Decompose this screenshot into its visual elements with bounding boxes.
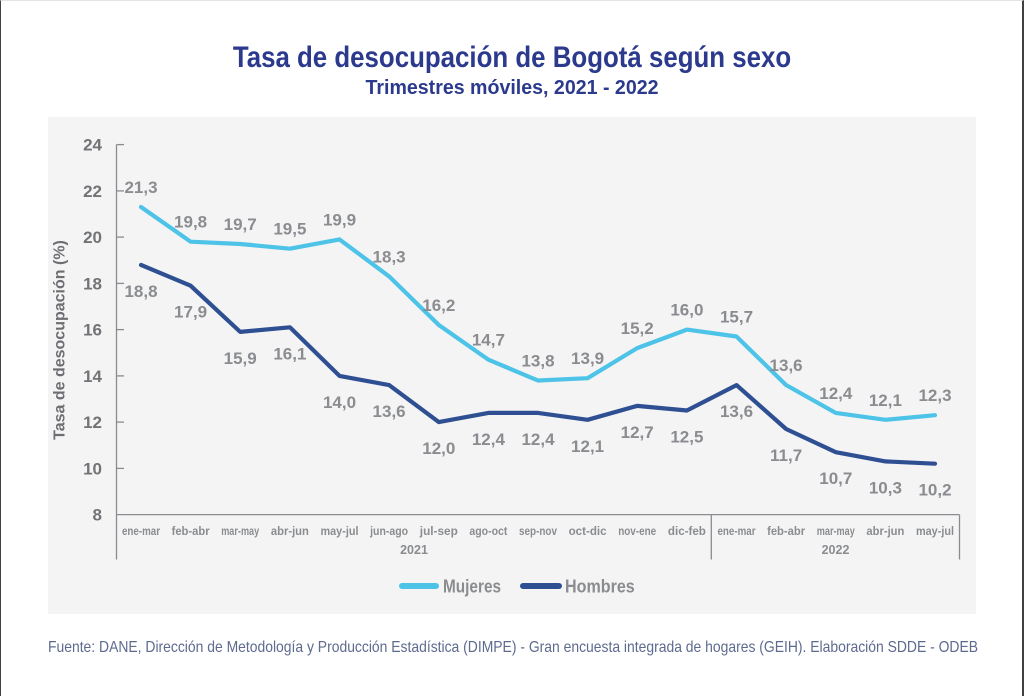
- svg-text:16,2: 16,2: [422, 296, 455, 315]
- svg-text:14,7: 14,7: [472, 331, 505, 350]
- svg-text:12,5: 12,5: [670, 428, 703, 447]
- svg-text:may-jul: may-jul: [916, 526, 954, 538]
- svg-text:12,1: 12,1: [869, 391, 902, 410]
- svg-text:12,3: 12,3: [918, 386, 951, 405]
- svg-text:18,8: 18,8: [124, 282, 157, 301]
- svg-text:12,1: 12,1: [571, 437, 604, 456]
- svg-text:20: 20: [83, 228, 102, 247]
- svg-text:16,1: 16,1: [273, 344, 306, 363]
- svg-text:17,9: 17,9: [174, 303, 207, 322]
- svg-text:2021: 2021: [400, 543, 428, 557]
- svg-text:12,4: 12,4: [521, 430, 555, 449]
- svg-text:22: 22: [83, 182, 102, 201]
- svg-text:feb-abr: feb-abr: [767, 526, 806, 538]
- svg-text:21,3: 21,3: [124, 178, 157, 197]
- svg-text:16: 16: [83, 321, 102, 340]
- svg-text:jun-ago: jun-ago: [369, 526, 408, 538]
- svg-text:18: 18: [83, 274, 102, 293]
- svg-text:mar-may: mar-may: [221, 526, 259, 538]
- svg-text:may-jul: may-jul: [321, 526, 359, 538]
- svg-text:19,5: 19,5: [273, 220, 306, 239]
- svg-text:abr-jun: abr-jun: [866, 526, 904, 538]
- svg-text:jul-sep: jul-sep: [419, 526, 458, 538]
- svg-text:16,0: 16,0: [670, 301, 703, 320]
- svg-text:12,7: 12,7: [621, 423, 654, 442]
- svg-text:15,7: 15,7: [720, 308, 753, 327]
- svg-text:Trimestres móviles, 2021 - 202: Trimestres móviles, 2021 - 2022: [365, 77, 658, 99]
- svg-text:12: 12: [83, 413, 102, 432]
- svg-text:abr-jun: abr-jun: [271, 526, 309, 538]
- svg-text:feb-abr: feb-abr: [172, 526, 211, 538]
- svg-text:19,8: 19,8: [174, 213, 207, 232]
- svg-text:8: 8: [93, 506, 102, 525]
- svg-text:ene-mar: ene-mar: [718, 526, 756, 538]
- svg-text:nov-ene: nov-ene: [618, 526, 656, 538]
- svg-text:13,8: 13,8: [521, 352, 554, 371]
- svg-text:mar-may: mar-may: [817, 526, 855, 538]
- svg-text:12,4: 12,4: [472, 430, 506, 449]
- svg-text:10,3: 10,3: [869, 478, 902, 497]
- svg-text:18,3: 18,3: [373, 247, 406, 266]
- svg-text:19,7: 19,7: [224, 215, 257, 234]
- svg-text:12,4: 12,4: [819, 384, 853, 403]
- svg-text:ene-mar: ene-mar: [122, 526, 160, 538]
- svg-text:12,0: 12,0: [422, 439, 455, 458]
- svg-text:11,7: 11,7: [770, 446, 802, 465]
- svg-text:10: 10: [83, 459, 102, 478]
- svg-text:15,2: 15,2: [621, 319, 654, 338]
- svg-text:ago-oct: ago-oct: [469, 526, 507, 538]
- svg-text:Tasa de desocupación de Bogotá: Tasa de desocupación de Bogotá según sex…: [233, 40, 791, 73]
- svg-text:13,6: 13,6: [770, 356, 803, 375]
- svg-text:14: 14: [83, 367, 102, 386]
- svg-text:14,0: 14,0: [323, 393, 356, 412]
- svg-text:oct-dic: oct-dic: [569, 526, 608, 538]
- svg-text:dic-feb: dic-feb: [668, 526, 706, 538]
- svg-text:2022: 2022: [822, 543, 850, 557]
- svg-text:Hombres: Hombres: [565, 575, 635, 596]
- svg-text:19,9: 19,9: [323, 210, 356, 229]
- svg-text:Tasa de desocupación (%): Tasa de desocupación (%): [52, 240, 69, 440]
- svg-text:Fuente: DANE, Dirección de Met: Fuente: DANE, Dirección de Metodología y…: [48, 638, 978, 656]
- svg-text:10,7: 10,7: [819, 469, 852, 488]
- svg-text:15,9: 15,9: [224, 349, 257, 368]
- svg-text:13,6: 13,6: [373, 402, 406, 421]
- svg-text:13,6: 13,6: [720, 402, 753, 421]
- svg-text:sep-nov: sep-nov: [519, 526, 558, 538]
- svg-text:13,9: 13,9: [571, 349, 604, 368]
- svg-text:10,2: 10,2: [918, 481, 951, 500]
- svg-text:24: 24: [83, 136, 102, 155]
- svg-text:Mujeres: Mujeres: [443, 576, 501, 597]
